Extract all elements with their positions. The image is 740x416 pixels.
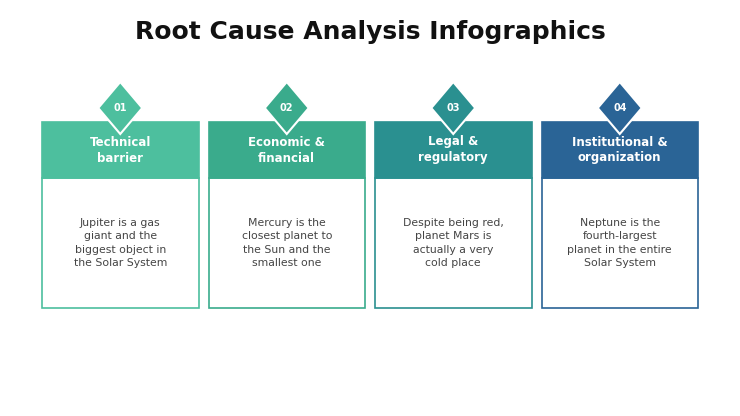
FancyBboxPatch shape [375,178,531,308]
Text: Despite being red,
planet Mars is
actually a very
cold place: Despite being red, planet Mars is actual… [403,218,504,268]
Text: Legal &
regulatory: Legal & regulatory [418,136,488,164]
Text: 03: 03 [446,103,460,113]
Text: Economic &
financial: Economic & financial [249,136,325,164]
FancyBboxPatch shape [209,122,365,178]
Text: 04: 04 [613,103,627,113]
FancyBboxPatch shape [209,178,365,308]
FancyBboxPatch shape [542,178,698,308]
Text: Mercury is the
closest planet to
the Sun and the
smallest one: Mercury is the closest planet to the Sun… [241,218,332,268]
Text: 02: 02 [280,103,294,113]
FancyBboxPatch shape [42,178,198,308]
Polygon shape [265,82,309,134]
Text: Neptune is the
fourth-largest
planet in the entire
Solar System: Neptune is the fourth-largest planet in … [568,218,672,268]
Text: 01: 01 [113,103,127,113]
Text: Jupiter is a gas
giant and the
biggest object in
the Solar System: Jupiter is a gas giant and the biggest o… [73,218,167,268]
FancyBboxPatch shape [375,122,531,178]
Text: Institutional &
organization: Institutional & organization [572,136,667,164]
Text: Root Cause Analysis Infographics: Root Cause Analysis Infographics [135,20,605,44]
Text: Technical
barrier: Technical barrier [90,136,151,164]
Polygon shape [431,82,475,134]
FancyBboxPatch shape [42,122,198,178]
FancyBboxPatch shape [542,122,698,178]
Polygon shape [98,82,142,134]
Polygon shape [598,82,642,134]
